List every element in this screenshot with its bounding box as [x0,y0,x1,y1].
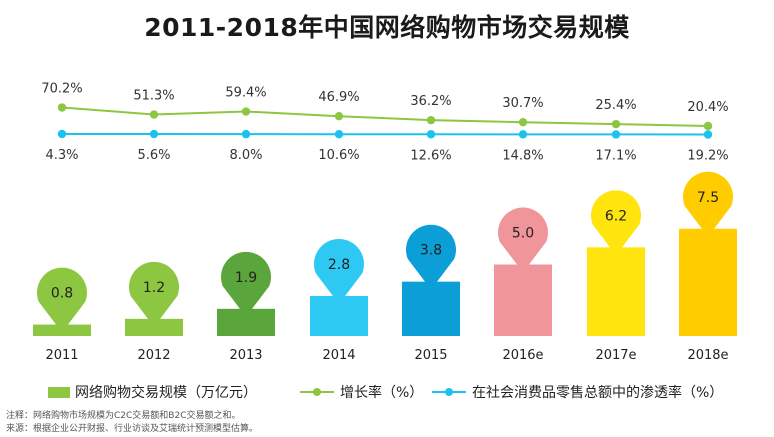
growth-value-label: 36.2% [410,94,451,109]
bar [125,318,183,336]
legend-growth-label: 增长率（%） [340,385,424,401]
growth-point [241,107,251,116]
bar-value-label: 7.5 [697,190,719,206]
growth-value-label: 46.9% [318,90,359,105]
growth-point [518,117,528,127]
bar-value-marker [37,267,87,333]
bar [679,228,737,336]
penetration-point [57,129,67,139]
x-tick-label: 2016e [502,348,543,363]
penetration-point [611,130,621,139]
bar-value-marker [591,190,641,256]
growth-value-label: 59.4% [225,86,266,101]
growth-value-label: 20.4% [687,100,728,115]
growth-point [57,103,67,112]
legend-bar-label: 网络购物交易规模（万亿元） [75,385,257,401]
line-series-layer: 70.2% 51.3% 59.4% 46.9% 36.2% 30.7% 25.4% 20.4%… [41,82,728,164]
bar-value-label: 1.9 [235,270,257,286]
x-tick-label: 2011 [45,348,78,363]
source-text: 来源：根据企业公开财报、行业访谈及艾瑞统计预测模型估算。 [6,424,259,434]
growth-point [611,119,621,129]
x-tick-label: 2015 [414,348,447,363]
legend-penetration: 在社会消费品零售总额中的渗透率（%） [432,382,723,402]
bar-value-label: 5.0 [512,226,534,242]
bar-value-label: 1.2 [143,280,165,296]
growth-point [334,111,344,121]
growth-value-label: 30.7% [502,96,543,111]
growth-value-label: 70.2% [41,82,82,97]
bar-value-marker [221,251,272,317]
penetration-point [334,130,344,139]
growth-value-label: 25.4% [595,98,636,113]
penetration-value-label: 10.6% [318,148,359,163]
bar-value-marker [406,224,457,290]
x-tick-label: 2012 [137,348,170,363]
bar-value-label: 3.8 [420,243,442,259]
bar-value-label: 2.8 [328,257,350,273]
bar [494,264,552,336]
chart-title: 2011-2018年中国网络购物市场交易规模 [144,13,630,42]
penetration-point [149,129,159,139]
bar [402,281,460,336]
penetration-value-label: 8.0% [229,148,262,163]
penetration-point [518,130,528,139]
bar-series-layer: 0.8 1.2 1.9 2.8 3.8 5.0 6.2 7.5 [33,171,737,336]
growth-point [426,115,436,125]
note-text: 注释：网络购物市场规模为C2C交易额和B2C交易额之和。 [6,411,241,421]
penetration-point [241,129,251,139]
legend-growth: 增长率（%） [300,382,423,402]
growth-value-label: 51.3% [133,89,174,104]
penetration-value-label: 14.8% [502,148,543,163]
penetration-value-label: 4.3% [45,148,78,163]
legend-bar: 网络购物交易规模（万亿元） [48,382,257,402]
x-tick-label: 2017e [595,348,636,363]
penetration-value-label: 5.6% [137,148,170,163]
penetration-value-label: 17.1% [595,148,636,163]
x-tick-label: 2018e [687,348,728,363]
x-axis-layer: 2011 2012 2013 2014 2015 2016e 2017e 2018e [45,348,728,363]
bar-value-marker [683,171,733,237]
penetration-line [62,133,709,136]
legend-growth-marker [300,388,334,396]
penetration-point [426,130,436,139]
bar-value-marker [129,261,179,327]
growth-line [61,106,709,127]
legend-bar-swatch [48,386,70,398]
bar-value-label: 0.8 [51,286,73,302]
penetration-value-label: 12.6% [410,148,451,163]
growth-point [703,121,713,131]
growth-point [149,110,159,119]
penetration-value-label: 19.2% [687,149,728,164]
bar-value-marker [314,239,364,304]
x-tick-label: 2014 [322,348,355,363]
bar-value-label: 6.2 [605,208,627,224]
legend-penetration-label: 在社会消费品零售总额中的渗透率（%） [472,385,724,401]
bar [587,247,645,336]
x-tick-label: 2013 [229,348,262,363]
legend-penetration-marker [432,388,466,396]
penetration-point [703,130,713,139]
bar-value-marker [498,207,548,273]
